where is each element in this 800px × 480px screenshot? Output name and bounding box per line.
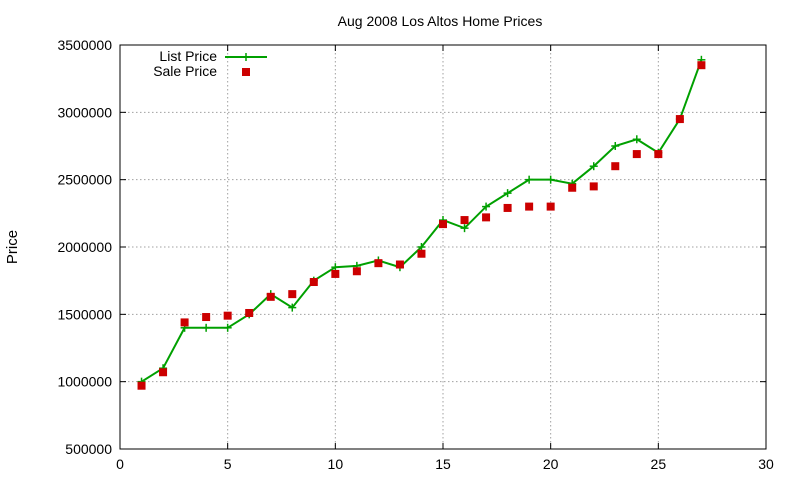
sale-price-point — [159, 368, 168, 377]
sale-price-point — [546, 202, 555, 211]
legend-marker-list-price — [242, 53, 250, 61]
sale-price-point — [675, 115, 684, 124]
sale-price-point — [611, 162, 620, 171]
list-price-point — [460, 224, 469, 233]
sale-price-point — [309, 278, 318, 287]
list-price-point — [223, 323, 232, 332]
y-tick-label: 2000000 — [57, 239, 112, 255]
sale-price-point — [482, 213, 491, 222]
list-price-point — [202, 323, 211, 332]
x-tick-label: 10 — [328, 456, 344, 472]
sale-price-point — [352, 267, 361, 276]
sale-price-point — [266, 292, 275, 301]
y-tick-label: 500000 — [65, 441, 112, 457]
list-price-point — [589, 162, 598, 171]
y-tick-label: 1000000 — [57, 374, 112, 390]
chart-title: Aug 2008 Los Altos Home Prices — [338, 13, 543, 29]
legend-marker-sale-price — [242, 68, 250, 76]
sale-price-point — [589, 182, 598, 191]
list-price-point — [331, 263, 340, 272]
sale-price-point — [460, 216, 469, 225]
y-tick-label: 1500000 — [57, 306, 112, 322]
axis-ticks: 0 5 10 15 20 25 30 500000 1000000 1500000 2000000 2… — [57, 37, 774, 472]
series-layer — [137, 55, 706, 390]
x-tick-label: 0 — [116, 456, 124, 472]
x-tick-label: 20 — [543, 456, 559, 472]
list-price-point — [503, 189, 512, 198]
sale-price-point — [331, 269, 340, 278]
sale-price-point — [137, 381, 146, 390]
list-price-point — [417, 243, 426, 251]
sale-price-point — [223, 311, 232, 320]
list-price-point — [611, 142, 620, 150]
list-price-line — [141, 59, 703, 383]
legend-label-sale-price: Sale Price — [153, 63, 217, 79]
list-price-point — [632, 135, 641, 144]
sale-price-point — [180, 318, 189, 327]
y-axis-label: Price — [4, 230, 21, 264]
sale-price-point — [632, 150, 641, 159]
sale-price-point — [202, 313, 211, 322]
sale-price-point — [395, 260, 404, 269]
sale-price-point — [568, 183, 577, 192]
list-price-point — [288, 303, 297, 312]
list-price-point — [482, 202, 491, 211]
sale-price-point — [654, 150, 663, 159]
sale-price-point — [245, 308, 254, 317]
sale-price-point — [288, 290, 297, 299]
sale-price-point — [374, 259, 383, 268]
y-tick-label: 2500000 — [57, 172, 112, 188]
plot-frame — [119, 44, 767, 450]
x-tick-label: 25 — [651, 456, 667, 472]
y-tick-label: 3500000 — [57, 37, 112, 53]
x-tick-label: 5 — [224, 456, 232, 472]
x-tick-label: 15 — [435, 456, 451, 472]
list-price-point — [546, 175, 555, 184]
y-tick-label: 3000000 — [57, 104, 112, 120]
sale-price-point — [503, 203, 512, 212]
list-price-point — [525, 175, 534, 184]
sale-price-point — [525, 202, 534, 211]
sale-price-point — [417, 249, 426, 258]
grid — [120, 45, 766, 449]
x-tick-label: 30 — [758, 456, 774, 472]
legend-label-list-price: List Price — [159, 48, 217, 64]
sale-price-point — [697, 61, 706, 70]
sale-price-point — [439, 220, 447, 229]
legend: List Price Sale Price — [153, 48, 267, 79]
